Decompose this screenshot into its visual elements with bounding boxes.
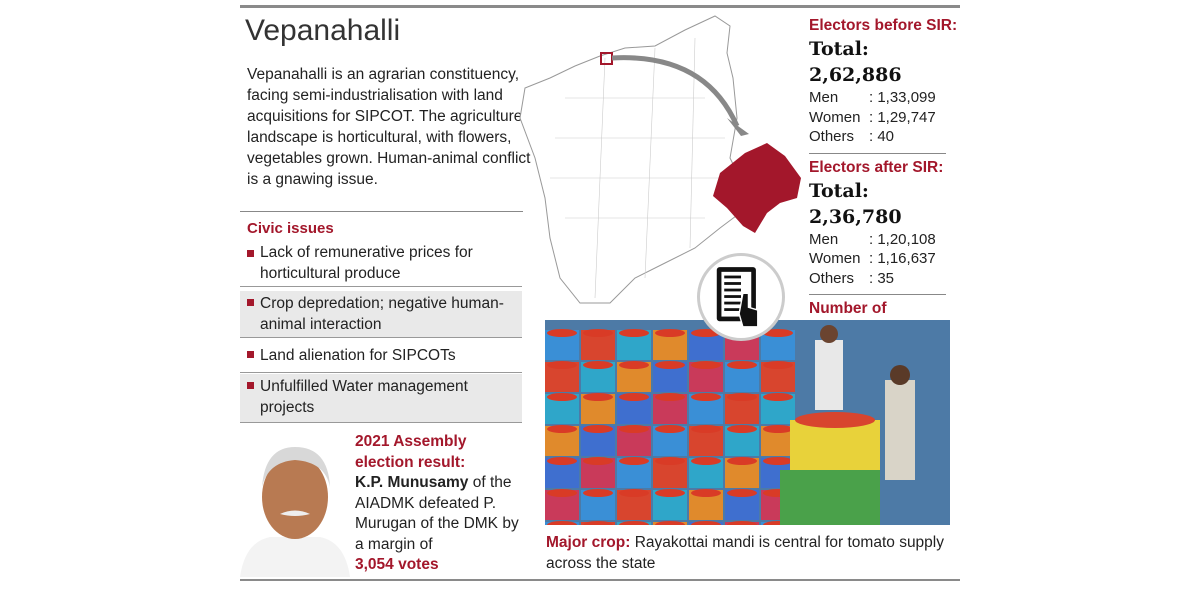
before-total: Total: 2,62,886 — [809, 38, 902, 86]
value: : 1,16,637 — [869, 250, 936, 267]
before-heading: Electors before SIR: — [809, 17, 958, 34]
arrow — [611, 55, 740, 128]
value: : 35 — [869, 269, 895, 287]
after-total: Total: 2,36,780 — [809, 179, 902, 228]
caption-lead: Major crop: — [546, 534, 631, 551]
label: Men — [809, 89, 839, 106]
evm-voting-machine-icon — [697, 253, 785, 341]
election-result: 2021 Assembly election result: K.P. Munu… — [355, 432, 525, 576]
photo-caption: Major crop: Rayakottai mandi is central … — [546, 533, 956, 574]
civic-issue: Unfulfilled Water management projects — [240, 374, 522, 423]
intro-text: Vepanahalli is an agrarian constituency,… — [247, 66, 531, 188]
location-marker — [600, 52, 613, 65]
issue-text: Lack of remunerative prices for horticul… — [260, 244, 473, 282]
top-rule — [240, 5, 960, 8]
civic-issues-heading: Civic issues — [247, 220, 334, 237]
candidate-photo — [240, 447, 350, 577]
caption-text: Rayakottai mandi is central for tomato s… — [546, 534, 944, 572]
crop-photo — [545, 320, 950, 525]
page-title: Vepanahalli — [245, 14, 401, 47]
stat-row: Men : 1,20,108 — [809, 230, 959, 250]
value: : 40 — [869, 128, 895, 145]
stat-row: Others : 40 — [809, 127, 959, 147]
divider — [809, 152, 946, 154]
divider — [240, 211, 523, 212]
divider — [809, 294, 946, 295]
winner-name: K.P. Munusamy — [355, 474, 469, 491]
district-highlight — [713, 143, 801, 233]
label: Others — [809, 269, 855, 287]
issue-text: Crop depredation; negative human-animal … — [260, 295, 504, 333]
label: Women — [809, 108, 861, 126]
elector-stats: Electors before SIR: Total: 2,62,886 Men… — [809, 16, 959, 365]
civic-issue: Crop depredation; negative human-animal … — [240, 291, 522, 338]
value: : 1,29,747 — [869, 108, 936, 126]
after-heading: Electors after SIR: — [809, 158, 944, 176]
victory-margin: 3,054 votes — [355, 556, 439, 573]
stat-row: Men : 1,33,099 — [809, 88, 959, 108]
civic-issue: Land alienation for SIPCOTs — [240, 343, 522, 373]
stat-row: Others : 35 — [809, 269, 959, 289]
stat-row: Women : 1,16,637 — [809, 249, 959, 269]
label: Men — [809, 230, 839, 248]
label: Others — [809, 128, 855, 145]
state-map — [519, 15, 801, 304]
value: : 1,20,108 — [869, 230, 936, 248]
result-text: of the AIADMK defeated P. Murugan of the… — [355, 474, 519, 553]
value: : 1,33,099 — [869, 89, 936, 106]
stat-row: Women : 1,29,747 — [809, 108, 959, 128]
civic-issue: Lack of remunerative prices for horticul… — [240, 242, 522, 287]
issue-text: Unfulfilled Water management projects — [260, 378, 468, 416]
label: Women — [809, 250, 861, 267]
result-heading: 2021 Assembly election result: — [355, 433, 467, 471]
bottom-rule — [240, 579, 960, 581]
issue-text: Land alienation for SIPCOTs — [260, 347, 456, 364]
